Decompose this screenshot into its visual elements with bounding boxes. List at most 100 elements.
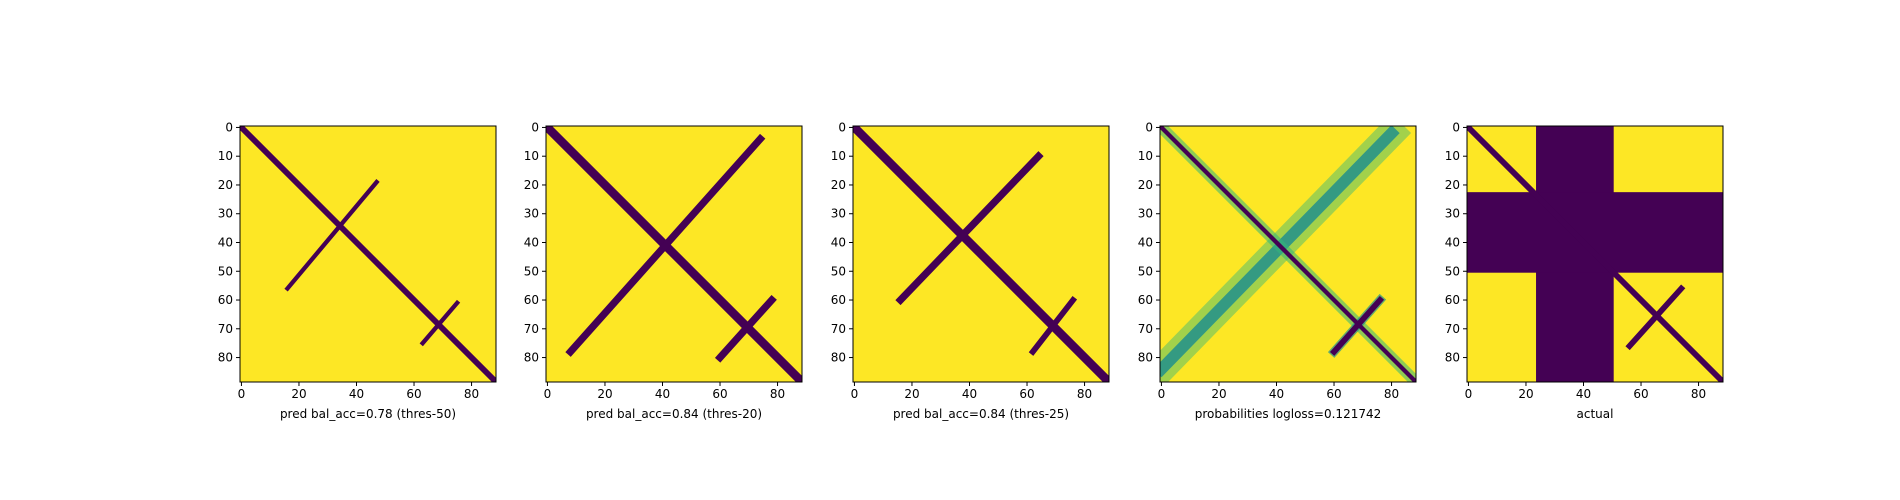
heatmap-image [546,126,802,382]
y-tick-label: 0 [838,120,846,134]
main-diagonal [853,126,1109,382]
y-tick-label: 40 [1138,235,1153,249]
y-tick-label: 50 [524,264,539,278]
x-tick-label: 80 [1691,387,1706,401]
x-tick-label: 40 [655,387,670,401]
x-axis-label: actual [1577,407,1614,421]
x-tick-label: 0 [238,387,246,401]
x-tick-label: 80 [770,387,785,401]
x-tick-label: 20 [904,387,919,401]
x-tick-label: 20 [291,387,306,401]
x-tick-label: 40 [1269,387,1284,401]
y-tick-label: 80 [524,351,539,365]
panel-4: 0 20 40 60 8001020304050607080probabilities … [1138,120,1417,421]
heatmap-image [1467,126,1723,382]
axes-frame [545,125,803,383]
cross-band [895,151,1044,306]
y-tick-label: 60 [831,293,846,307]
x-tick-label: 20 [1518,387,1533,401]
main-diagonal [546,126,802,382]
y-tick-label: 60 [218,293,233,307]
branch-x [419,299,461,347]
branch-x [1028,295,1078,356]
cross-band [1160,126,1400,378]
heatmap-image [240,126,496,382]
y-tick-label: 10 [524,149,539,163]
y-tick-label: 30 [1445,207,1460,221]
y-tick-label: 0 [1452,120,1460,134]
x-axis-label: pred bal_acc=0.84 (thres-25) [893,407,1069,421]
cross-band [565,133,766,357]
y-tick-label: 60 [1138,293,1153,307]
y-tick-label: 30 [831,207,846,221]
axes-frame [239,125,497,383]
x-tick-label: 80 [1077,387,1092,401]
x-tick-label: 0 [1465,387,1473,401]
y-tick-label: 20 [1138,178,1153,192]
y-tick-label: 10 [1138,149,1153,163]
x-tick-label: 0 [1158,387,1166,401]
x-tick-label: 60 [1019,387,1034,401]
y-tick-label: 40 [218,235,233,249]
y-tick-label: 80 [831,351,846,365]
y-tick-label: 70 [524,322,539,336]
y-tick-label: 70 [831,322,846,336]
masked-rows-block [1467,192,1723,273]
x-tick-label: 80 [464,387,479,401]
y-tick-label: 40 [1445,235,1460,249]
branch-x [714,294,777,363]
y-tick-label: 50 [218,264,233,278]
y-tick-label: 20 [218,178,233,192]
y-tick-label: 80 [1445,351,1460,365]
cross-band [284,179,380,292]
y-tick-label: 0 [1145,120,1153,134]
x-tick-label: 0 [851,387,859,401]
axes-frame [1159,125,1417,383]
y-tick-label: 50 [1445,264,1460,278]
panel-1: 0 20 40 60 80 0 10 20 30 40 50 60 70 80 pred bal_acc=0… [218,120,497,421]
x-tick-label: 40 [349,387,364,401]
x-tick-label: 60 [406,387,421,401]
axes-frame [852,125,1110,383]
y-tick-label: 0 [225,120,233,134]
x-tick-label: 0 [544,387,552,401]
y-tick-label: 20 [831,178,846,192]
y-tick-label: 30 [1138,207,1153,221]
branch-x [1329,295,1385,356]
axes-frame [1466,125,1724,383]
y-tick-label: 50 [1138,264,1153,278]
y-tick-label: 20 [524,178,539,192]
x-axis-label: probabilities logloss=0.121742 [1195,407,1382,421]
panel-5: 0 20 40 60 80 0 10 20 30 40 50 60 70 80 actual [1445,120,1724,421]
panel-3: 0 20 40 60 80 0 10 20 30 40 50 60 70 80 pred bal_acc=0… [831,120,1110,421]
y-tick-label: 70 [218,322,233,336]
y-tick-label: 70 [1138,322,1153,336]
branch-x [1625,284,1686,351]
y-tick-label: 60 [524,293,539,307]
main-diagonal [1160,126,1416,382]
x-axis-label: pred bal_acc=0.78 (thres-50) [280,407,456,421]
y-tick-label: 10 [1445,149,1460,163]
y-tick-label: 10 [831,149,846,163]
y-tick-label: 80 [1138,351,1153,365]
main-diagonal [240,126,496,382]
x-axis-label: pred bal_acc=0.84 (thres-20) [586,407,762,421]
y-tick-label: 0 [531,120,539,134]
x-tick-label: 40 [962,387,977,401]
x-tick-label: 60 [1326,387,1341,401]
y-tick-label: 30 [524,207,539,221]
y-tick-label: 10 [218,149,233,163]
x-tick-label: 40 [1576,387,1591,401]
y-tick-label: 80 [218,351,233,365]
heatmap-image [1160,126,1416,382]
main-diagonal [1467,126,1723,382]
x-tick-label: 60 [712,387,727,401]
x-tick-label: 60 [1633,387,1648,401]
x-tick-label: 80 [1384,387,1399,401]
y-tick-label: 30 [218,207,233,221]
y-tick-label: 20 [1445,178,1460,192]
y-tick-label: 40 [831,235,846,249]
x-tick-label: 20 [597,387,612,401]
x-tick-label: 20 [1211,387,1226,401]
